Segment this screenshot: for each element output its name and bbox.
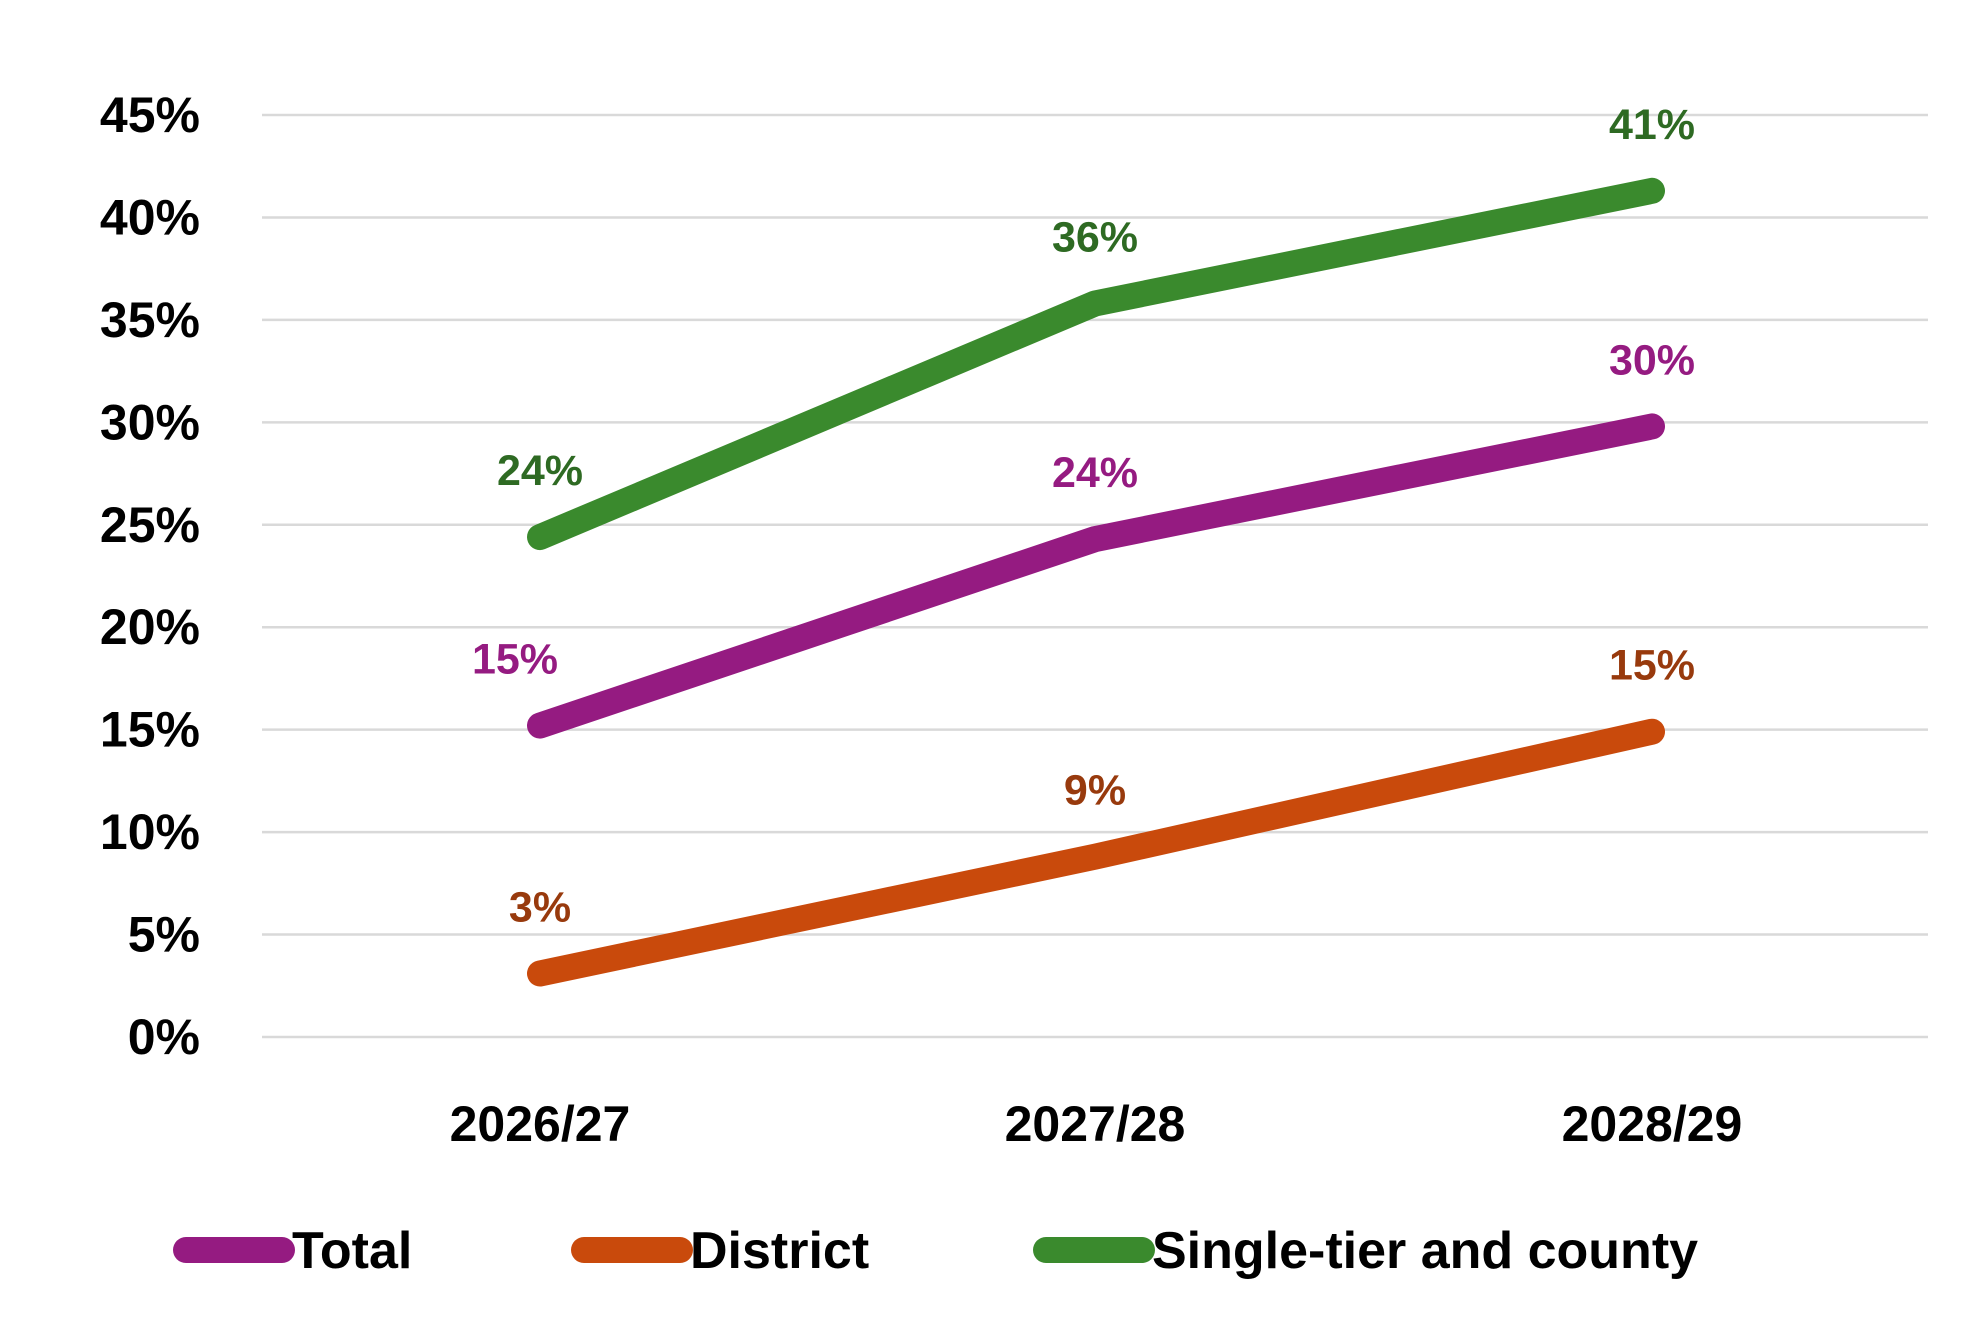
y-tick-label: 0% — [128, 1009, 200, 1065]
legend-label: District — [690, 1222, 869, 1280]
x-category-label: 2028/29 — [1562, 1096, 1743, 1152]
data-label: 3% — [509, 883, 571, 931]
y-tick-label: 25% — [100, 497, 200, 553]
legend-item: Total — [173, 1222, 412, 1280]
data-label: 24% — [497, 447, 583, 495]
series-line-district — [527, 718, 1665, 987]
y-tick-label: 35% — [100, 292, 200, 348]
legend-label: Single-tier and county — [1152, 1222, 1698, 1280]
y-tick-label: 40% — [100, 189, 200, 245]
legend: Total District Single-tier and county — [173, 1222, 1698, 1280]
x-category-label: 2027/28 — [1005, 1096, 1186, 1152]
data-label: 24% — [1052, 449, 1138, 497]
y-axis-tick-labels: 0% 5% 10% 15% 20% 25% 30% 35% 40% 45% — [100, 87, 200, 1065]
legend-item: District — [571, 1222, 869, 1280]
y-tick-label: 5% — [128, 907, 200, 963]
series-lines — [527, 177, 1665, 987]
data-label: 9% — [1064, 767, 1126, 815]
series-line-total — [527, 413, 1665, 739]
data-label: 15% — [1609, 642, 1695, 690]
y-tick-label: 45% — [100, 87, 200, 143]
legend-label: Total — [292, 1222, 412, 1280]
data-label: 30% — [1609, 336, 1695, 384]
data-labels: 15% 24% 30% 3% 9% 15% 24% 36% 41% — [472, 101, 1695, 932]
x-axis-category-labels: 2026/27 2027/28 2028/29 — [450, 1096, 1743, 1152]
legend-item: Single-tier and county — [1033, 1222, 1698, 1280]
x-category-label: 2026/27 — [450, 1096, 631, 1152]
series-line-single-tier-and-county — [527, 177, 1665, 551]
y-tick-label: 30% — [100, 394, 200, 450]
y-tick-label: 15% — [100, 702, 200, 758]
y-tick-label: 10% — [100, 804, 200, 860]
data-label: 41% — [1609, 101, 1695, 149]
data-label: 36% — [1052, 213, 1138, 261]
data-label: 15% — [472, 636, 558, 684]
y-tick-label: 20% — [100, 599, 200, 655]
